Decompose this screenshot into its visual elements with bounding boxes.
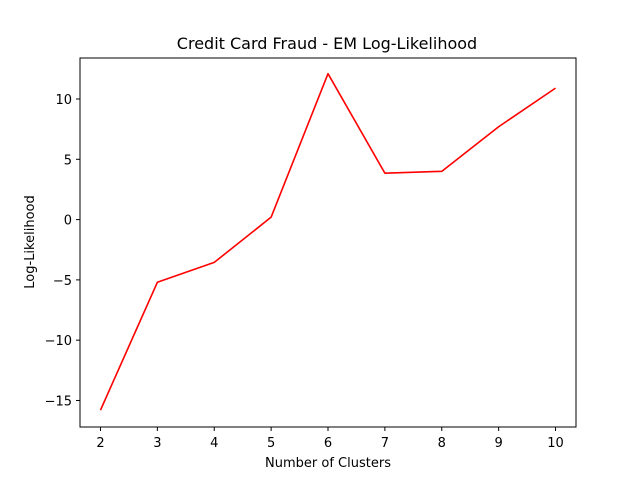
- y-tick-label: 0: [64, 214, 72, 229]
- y-tick-label: 10: [55, 93, 72, 108]
- x-axis: 2 3 4 5 6 7 8 9 10: [96, 427, 564, 451]
- x-tick-label: 8: [438, 436, 446, 451]
- x-tick-label: 3: [153, 436, 161, 451]
- x-tick-label: 5: [267, 436, 275, 451]
- x-tick-label: 10: [547, 436, 564, 451]
- y-tick-label: 5: [64, 153, 72, 168]
- x-tick-label: 7: [381, 436, 389, 451]
- x-tick-label: 6: [324, 436, 332, 451]
- chart-title: Credit Card Fraud - EM Log-Likelihood: [177, 34, 477, 53]
- y-tick-label: −15: [45, 394, 72, 409]
- y-axis: −15 −10 −5 0 5 10: [45, 93, 80, 409]
- series-line: [99, 72, 556, 411]
- y-axis-label: Log-Likelihood: [23, 195, 38, 288]
- x-axis-label: Number of Clusters: [265, 456, 391, 471]
- x-tick-label: 9: [495, 436, 503, 451]
- y-tick-label: −5: [53, 274, 72, 289]
- x-tick-label: 2: [96, 436, 104, 451]
- x-tick-label: 4: [210, 436, 218, 451]
- plot-area: [99, 72, 556, 411]
- plot-frame: [79, 57, 577, 428]
- y-tick-label: −10: [45, 334, 72, 349]
